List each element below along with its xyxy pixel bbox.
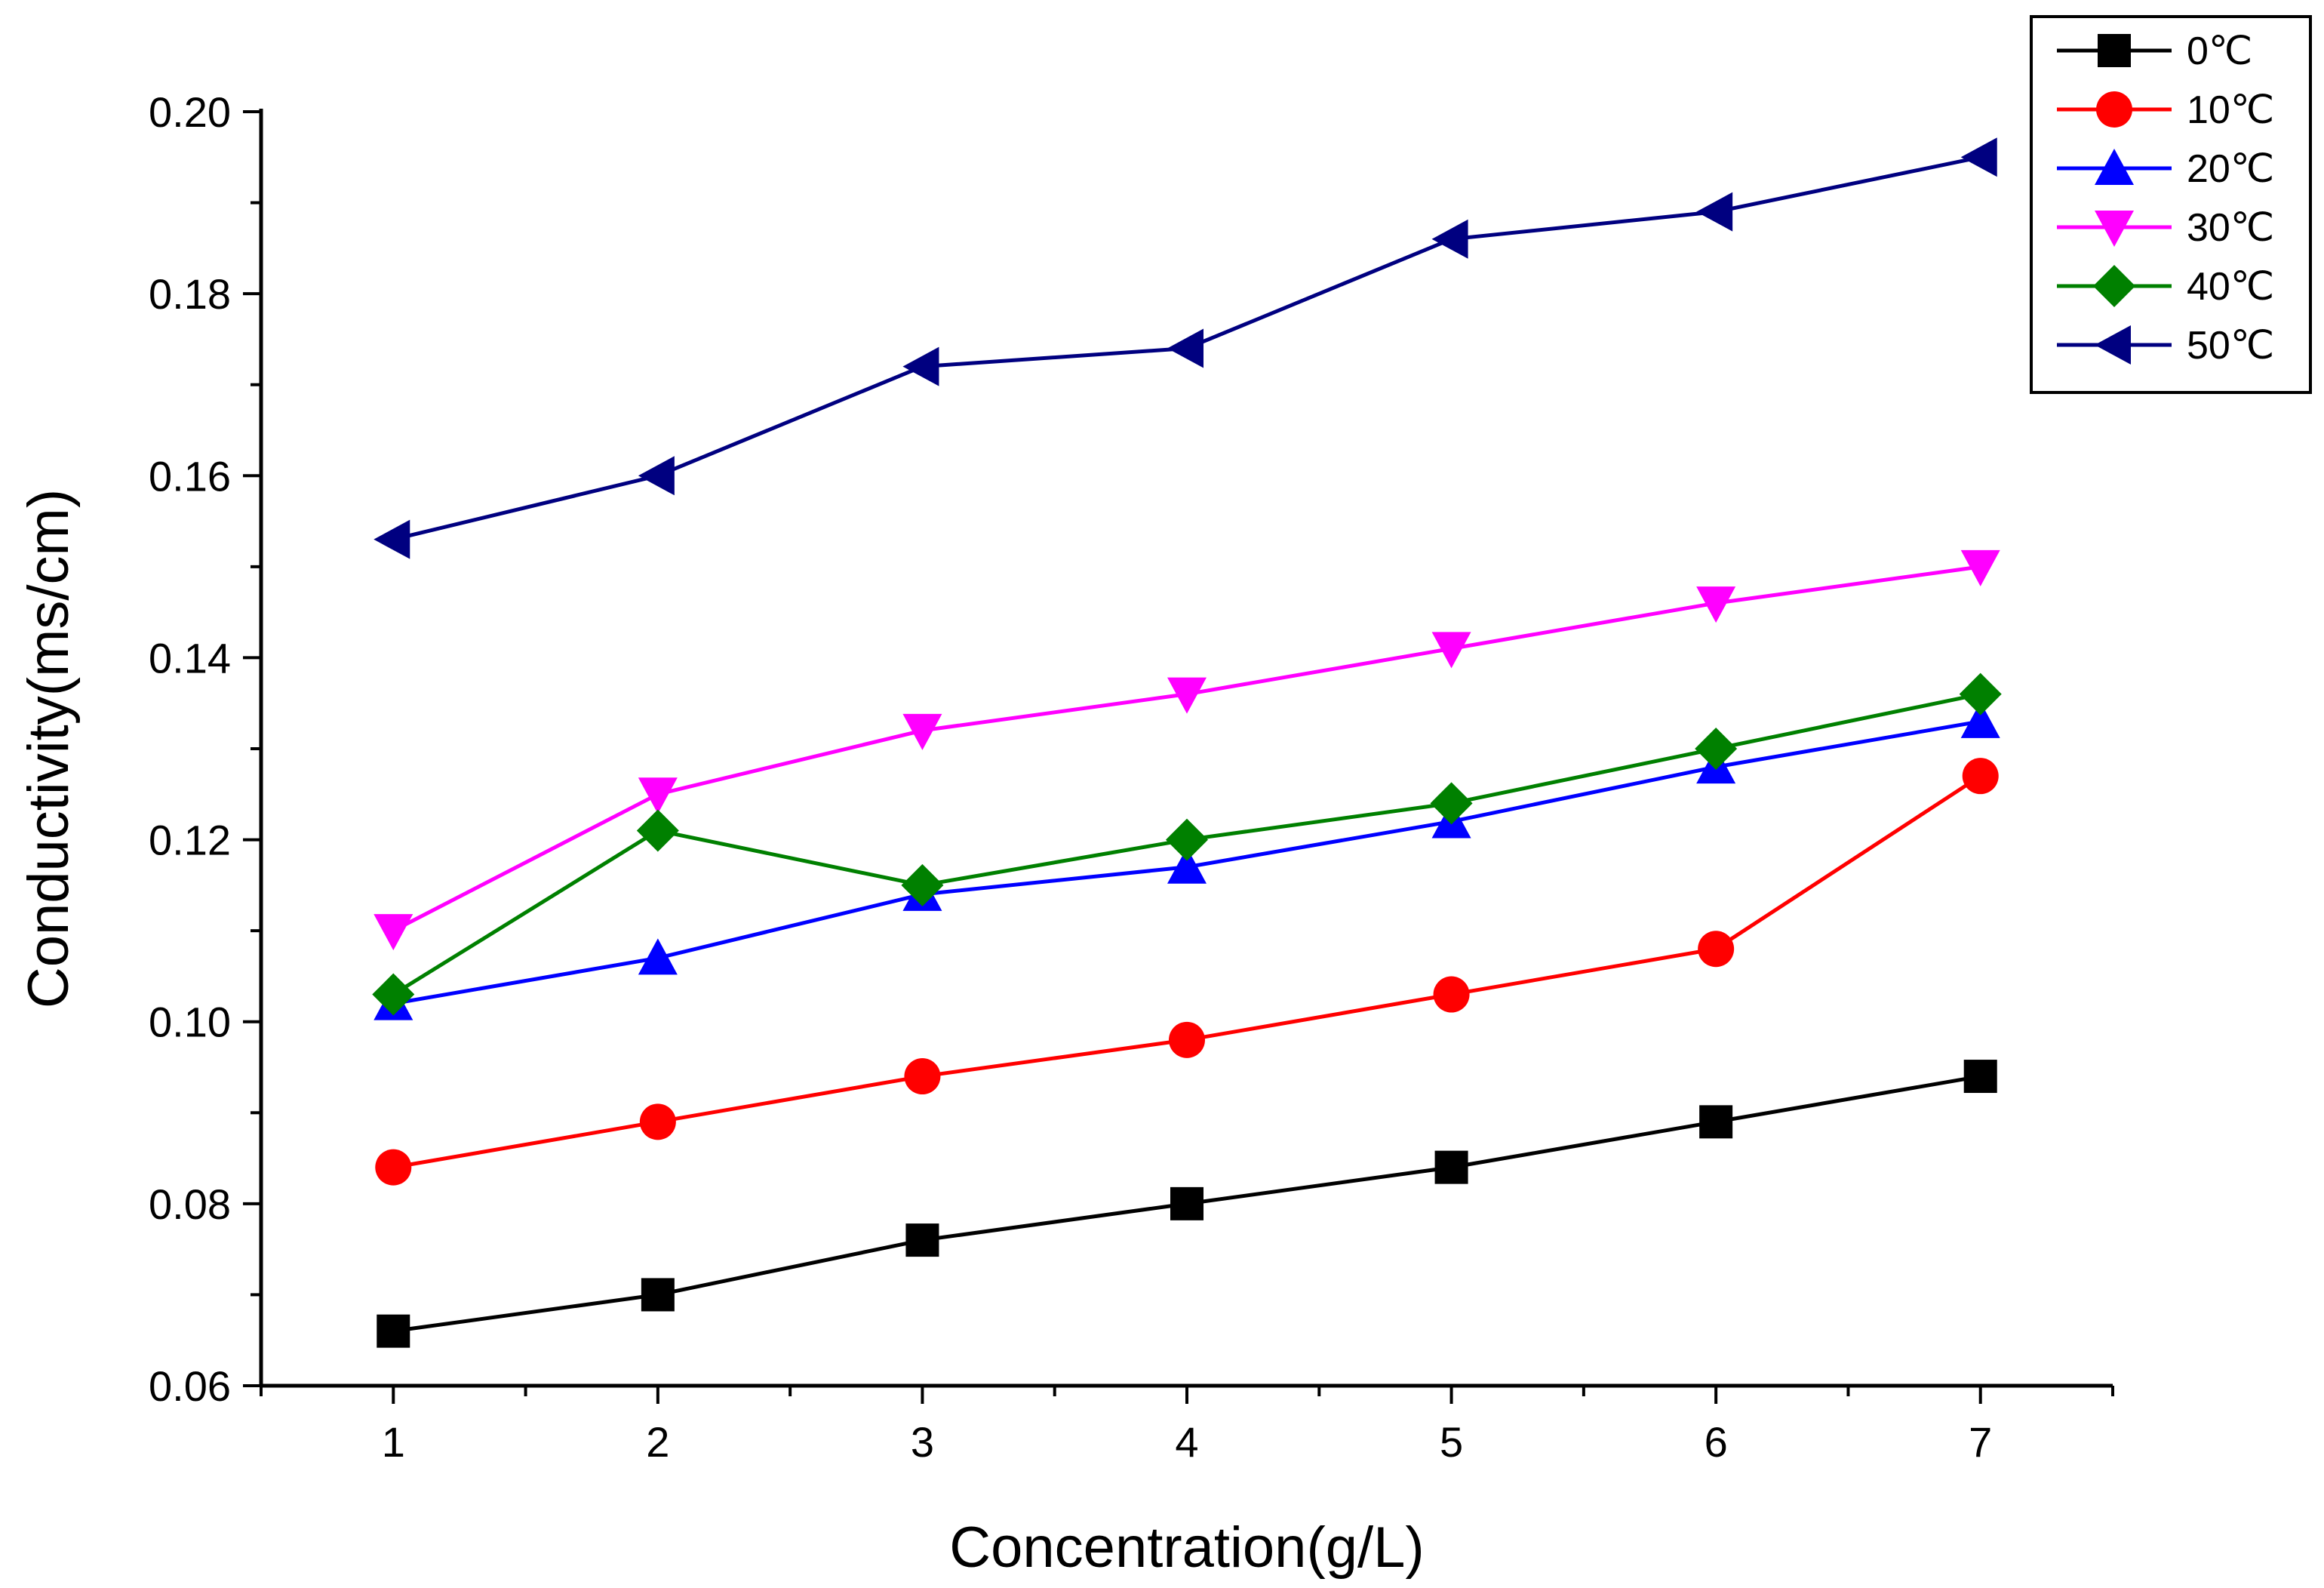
data-point: [1959, 672, 2002, 716]
data-point: [905, 1223, 939, 1257]
legend-box: [2030, 15, 2312, 394]
data-point: [1167, 328, 1204, 368]
data-point: [1963, 1060, 1997, 1094]
data-point: [902, 713, 942, 750]
legend-marker: [2098, 34, 2131, 67]
data-point: [1699, 1105, 1733, 1139]
data-point: [1431, 219, 1468, 259]
x-tick-label: 5: [1440, 1418, 1463, 1466]
y-tick-label: 0.12: [149, 817, 231, 864]
data-point: [1696, 192, 1733, 232]
data-point: [1962, 758, 1999, 795]
data-point: [374, 914, 413, 951]
y-axis-title: Conductivity(ms/cm): [17, 489, 81, 1008]
legend-entry: 0℃: [2057, 29, 2252, 73]
series-0: [377, 1060, 1997, 1348]
legend-marker: [2096, 91, 2132, 128]
y-tick-label: 0.18: [149, 270, 231, 318]
data-point: [1431, 632, 1471, 669]
legend-label: 30℃: [2187, 206, 2274, 250]
series-4: [372, 672, 2002, 1016]
axes: 1 2 3 4 5 6 7 0.06 0.08 0.10 0.12 0.14 0.16 0.18 0.20: [149, 88, 2114, 1466]
y-tick-label: 0.10: [149, 999, 231, 1046]
y-tick-label: 0.06: [149, 1362, 231, 1410]
x-tick-label: 3: [911, 1418, 934, 1466]
data-point: [1166, 818, 1208, 861]
data-point: [1169, 1021, 1205, 1058]
data-point: [1960, 549, 2000, 586]
data-point: [636, 809, 679, 852]
x-tick-label: 6: [1705, 1418, 1728, 1466]
data-point: [1698, 931, 1735, 968]
data-point: [1430, 782, 1473, 825]
data-point: [1695, 728, 1738, 770]
data-point: [638, 938, 678, 975]
y-tick-label: 0.08: [149, 1180, 231, 1228]
y-tick-label: 0.20: [149, 88, 231, 136]
legend-marker: [2095, 325, 2131, 365]
data-point: [1434, 1150, 1468, 1184]
legend-entry: 40℃: [2057, 265, 2274, 309]
data-point: [377, 1314, 410, 1348]
data-point: [904, 1058, 941, 1095]
data-point: [375, 1149, 412, 1186]
data-point: [374, 519, 410, 559]
series-1: [375, 758, 1999, 1186]
x-tick-label: 4: [1175, 1418, 1198, 1466]
data-point: [639, 1103, 676, 1140]
data-point: [638, 456, 675, 496]
data-point: [1696, 586, 1736, 623]
data-point: [1433, 976, 1470, 1013]
x-axis-title: Concentration(g/L): [949, 1516, 1424, 1580]
legend-label: 20℃: [2187, 147, 2274, 191]
legend-entry: 30℃: [2057, 206, 2274, 250]
y-tick-label: 0.16: [149, 452, 231, 500]
legend-label: 0℃: [2187, 29, 2252, 73]
legend-entry: 20℃: [2057, 147, 2274, 191]
data-point: [641, 1278, 675, 1312]
legend-entry: 50℃: [2057, 324, 2274, 368]
data-point: [372, 973, 415, 1016]
data-point: [1960, 137, 1997, 177]
legend-marker: [2093, 265, 2135, 307]
series-5: [374, 137, 1997, 559]
legend-label: 10℃: [2187, 88, 2274, 132]
series-layer: [372, 137, 2002, 1348]
series-3: [374, 549, 2000, 951]
data-point: [1167, 677, 1207, 714]
data-point: [638, 777, 678, 814]
data-point: [901, 863, 944, 906]
legend-label: 50℃: [2187, 324, 2274, 368]
data-point: [1170, 1186, 1204, 1220]
legend-label: 40℃: [2187, 265, 2274, 309]
legend: 0℃ 10℃ 20℃ 30℃ 40℃ 50℃: [2030, 15, 2312, 394]
data-point: [1167, 847, 1207, 884]
legend-marker: [2095, 211, 2134, 247]
y-tick-label: 0.14: [149, 634, 231, 682]
x-tick-label: 2: [646, 1418, 669, 1466]
data-point: [1960, 701, 2000, 738]
x-tick-label: 1: [382, 1418, 405, 1466]
series-2: [374, 701, 2000, 1020]
data-point: [902, 346, 939, 386]
x-tick-label: 7: [1969, 1418, 1992, 1466]
legend-entry: 10℃: [2057, 88, 2274, 132]
legend-marker: [2095, 149, 2134, 185]
